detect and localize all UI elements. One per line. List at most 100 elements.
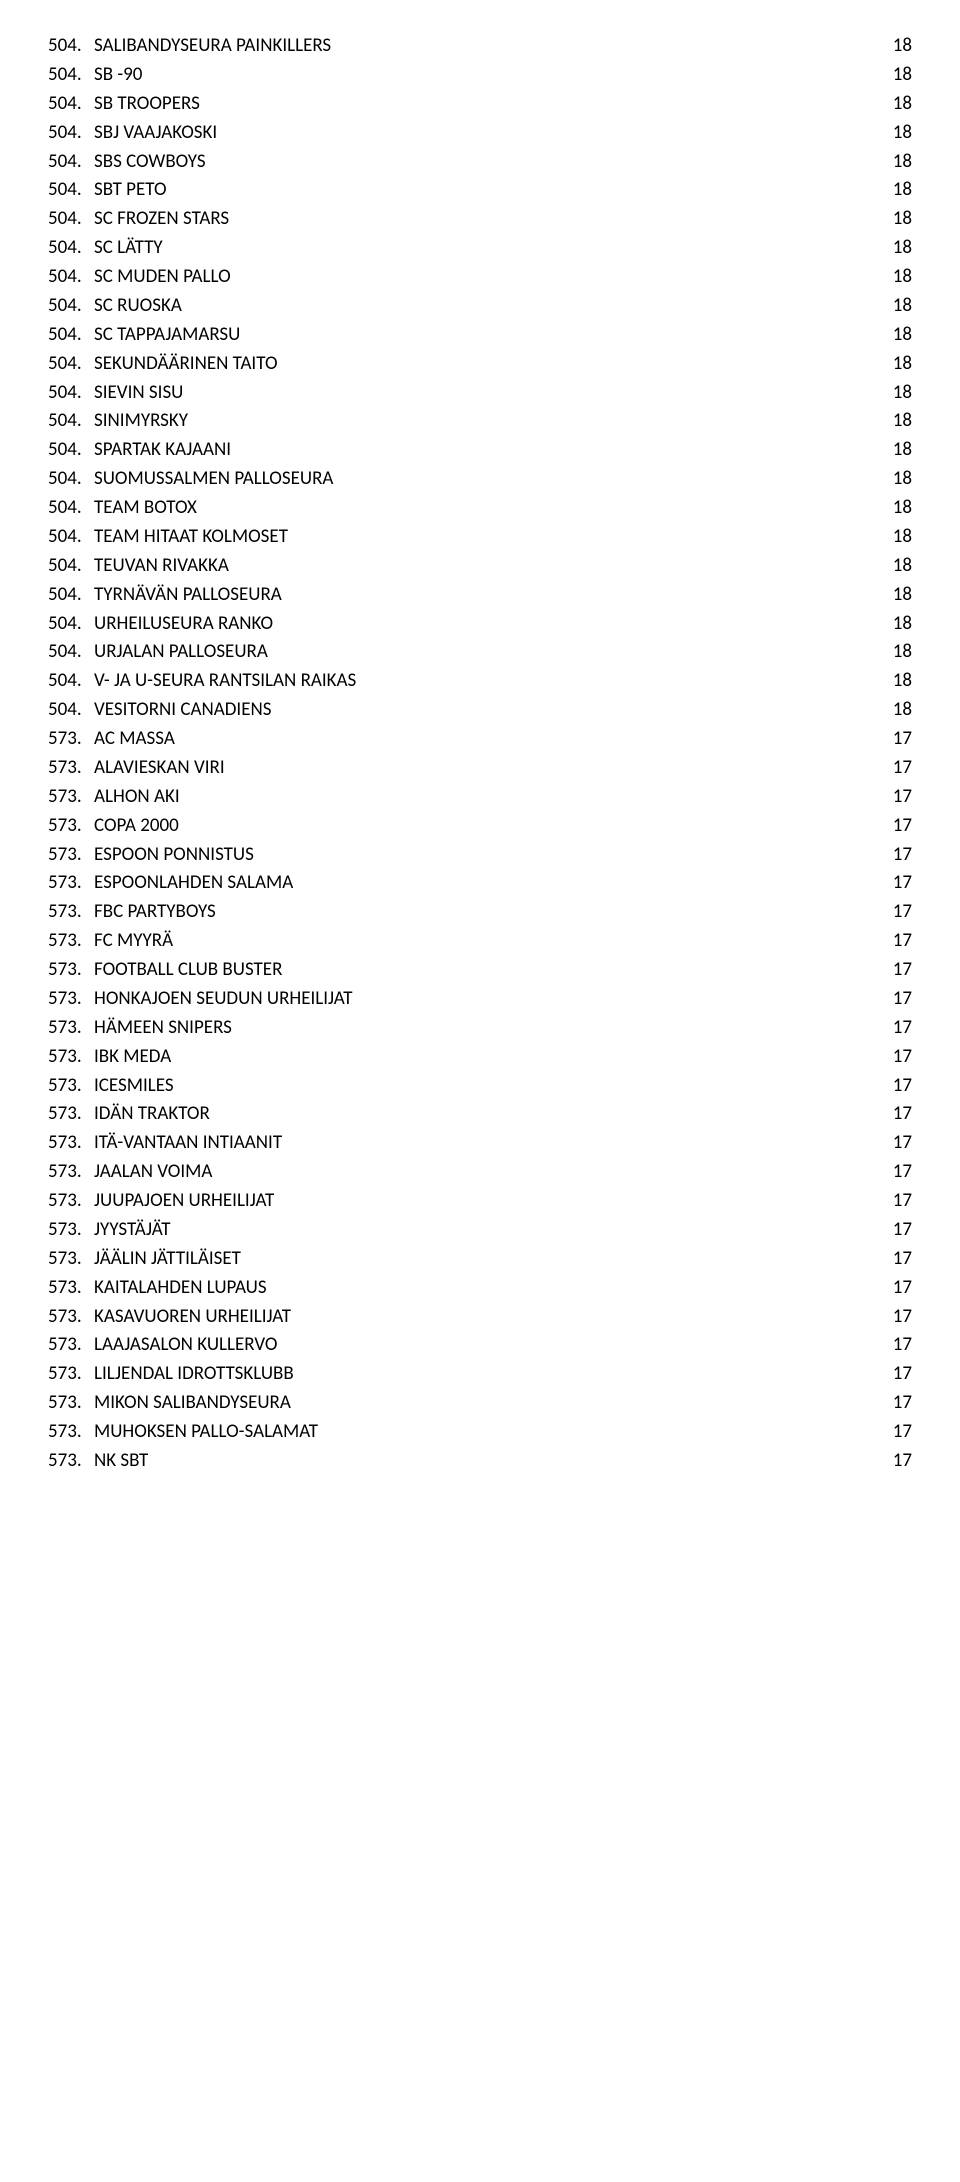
score-value: 18	[872, 407, 912, 436]
team-name: SBS COWBOYS	[92, 148, 206, 177]
table-row: 573.HONKAJOEN SEUDUN URHEILIJAT17	[48, 985, 912, 1014]
rank-number: 573.	[48, 927, 92, 956]
team-name: URJALAN PALLOSEURA	[92, 638, 268, 667]
row-left: 504.SBT PETO	[48, 176, 167, 205]
row-left: 573.NK SBT	[48, 1447, 148, 1476]
rank-number: 504.	[48, 407, 92, 436]
score-value: 18	[872, 465, 912, 494]
rank-number: 504.	[48, 321, 92, 350]
score-value: 17	[872, 927, 912, 956]
score-value: 18	[872, 205, 912, 234]
rank-number: 504.	[48, 638, 92, 667]
table-row: 504.SBT PETO18	[48, 176, 912, 205]
table-row: 573.IBK MEDA17	[48, 1043, 912, 1072]
row-left: 573.ESPOONLAHDEN SALAMA	[48, 869, 293, 898]
rank-number: 573.	[48, 1447, 92, 1476]
row-left: 573.COPA 2000	[48, 812, 179, 841]
team-name: SINIMYRSKY	[92, 407, 188, 436]
row-left: 573.HÄMEEN SNIPERS	[48, 1014, 232, 1043]
rank-number: 504.	[48, 379, 92, 408]
rank-number: 504.	[48, 32, 92, 61]
table-row: 504.URJALAN PALLOSEURA18	[48, 638, 912, 667]
score-value: 18	[872, 32, 912, 61]
table-row: 504.VESITORNI CANADIENS18	[48, 696, 912, 725]
row-left: 573.ITÄ-VANTAAN INTIAANIT	[48, 1129, 282, 1158]
table-row: 573.FOOTBALL CLUB BUSTER17	[48, 956, 912, 985]
table-row: 573.NK SBT 17	[48, 1447, 912, 1476]
rank-number: 573.	[48, 1389, 92, 1418]
rank-number: 573.	[48, 1043, 92, 1072]
table-row: 504.SPARTAK KAJAANI 18	[48, 436, 912, 465]
rank-number: 504.	[48, 696, 92, 725]
score-value: 17	[872, 1331, 912, 1360]
team-name: FBC PARTYBOYS	[92, 898, 216, 927]
table-row: 573.LAAJASALON KULLERVO17	[48, 1331, 912, 1360]
team-name: SUOMUSSALMEN PALLOSEURA	[92, 465, 333, 494]
team-name: JÄÄLIN JÄTTILÄISET	[92, 1245, 241, 1274]
score-value: 17	[872, 1418, 912, 1447]
row-left: 504.SPARTAK KAJAANI	[48, 436, 231, 465]
team-name: SC RUOSKA	[92, 292, 182, 321]
table-row: 504.SUOMUSSALMEN PALLOSEURA 18	[48, 465, 912, 494]
score-value: 17	[872, 1245, 912, 1274]
score-value: 17	[872, 1447, 912, 1476]
score-value: 17	[872, 985, 912, 1014]
table-row: 573.ESPOON PONNISTUS17	[48, 841, 912, 870]
score-value: 18	[872, 148, 912, 177]
rank-number: 573.	[48, 1216, 92, 1245]
team-name: JAALAN VOIMA	[92, 1158, 212, 1187]
score-value: 18	[872, 523, 912, 552]
table-row: 504.V- JA U-SEURA RANTSILAN RAIKAS18	[48, 667, 912, 696]
rank-number: 504.	[48, 610, 92, 639]
score-value: 18	[872, 436, 912, 465]
rank-number: 573.	[48, 956, 92, 985]
row-left: 504.SC TAPPAJAMARSU	[48, 321, 240, 350]
score-value: 18	[872, 61, 912, 90]
score-value: 17	[872, 1043, 912, 1072]
score-value: 17	[872, 1274, 912, 1303]
row-left: 573.FOOTBALL CLUB BUSTER	[48, 956, 282, 985]
team-name: ALAVIESKAN VIRI	[92, 754, 225, 783]
score-value: 18	[872, 667, 912, 696]
table-row: 573.JUUPAJOEN URHEILIJAT17	[48, 1187, 912, 1216]
score-value: 17	[872, 898, 912, 927]
table-row: 504.TEAM HITAAT KOLMOSET18	[48, 523, 912, 552]
score-value: 17	[872, 1360, 912, 1389]
row-left: 504.SUOMUSSALMEN PALLOSEURA	[48, 465, 333, 494]
table-row: 573.FC MYYRÄ17	[48, 927, 912, 956]
team-name: JYYSTÄJÄT	[92, 1216, 171, 1245]
score-value: 18	[872, 610, 912, 639]
row-left: 573.KASAVUOREN URHEILIJAT	[48, 1303, 291, 1332]
row-left: 504.SB TROOPERS	[48, 90, 200, 119]
rank-number: 573.	[48, 725, 92, 754]
table-row: 573.JYYSTÄJÄT 17	[48, 1216, 912, 1245]
table-row: 504.SC MUDEN PALLO18	[48, 263, 912, 292]
rank-number: 504.	[48, 61, 92, 90]
row-left: 504.SIEVIN SISU	[48, 379, 183, 408]
score-value: 17	[872, 869, 912, 898]
row-left: 573.KAITALAHDEN LUPAUS	[48, 1274, 267, 1303]
table-row: 504.SIEVIN SISU18	[48, 379, 912, 408]
table-row: 504.TEUVAN RIVAKKA18	[48, 552, 912, 581]
table-row: 504.SBS COWBOYS18	[48, 148, 912, 177]
rank-number: 504.	[48, 119, 92, 148]
score-value: 18	[872, 321, 912, 350]
row-left: 573.IDÄN TRAKTOR	[48, 1100, 210, 1129]
team-name: IDÄN TRAKTOR	[92, 1100, 210, 1129]
score-value: 17	[872, 1216, 912, 1245]
row-left: 504.SALIBANDYSEURA PAINKILLERS	[48, 32, 331, 61]
row-left: 573.MUHOKSEN PALLO-SALAMAT	[48, 1418, 318, 1447]
rank-number: 573.	[48, 1360, 92, 1389]
table-row: 573.JÄÄLIN JÄTTILÄISET17	[48, 1245, 912, 1274]
row-left: 573.MIKON SALIBANDYSEURA	[48, 1389, 291, 1418]
team-name: SC LÄTTY	[92, 234, 163, 263]
score-value: 18	[872, 119, 912, 148]
team-name: ITÄ-VANTAAN INTIAANIT	[92, 1129, 282, 1158]
table-row: 504.SC FROZEN STARS18	[48, 205, 912, 234]
table-row: 573.JAALAN VOIMA17	[48, 1158, 912, 1187]
team-name: SPARTAK KAJAANI	[92, 436, 231, 465]
score-value: 17	[872, 725, 912, 754]
rank-number: 504.	[48, 350, 92, 379]
team-name: ALHON AKI	[92, 783, 180, 812]
team-name: TEAM HITAAT KOLMOSET	[92, 523, 288, 552]
